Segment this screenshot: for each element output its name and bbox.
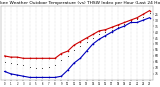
Title: Milwaukee Weather Outdoor Temperature (vs) THSW Index per Hour (Last 24 Hours): Milwaukee Weather Outdoor Temperature (v… [0, 1, 160, 5]
